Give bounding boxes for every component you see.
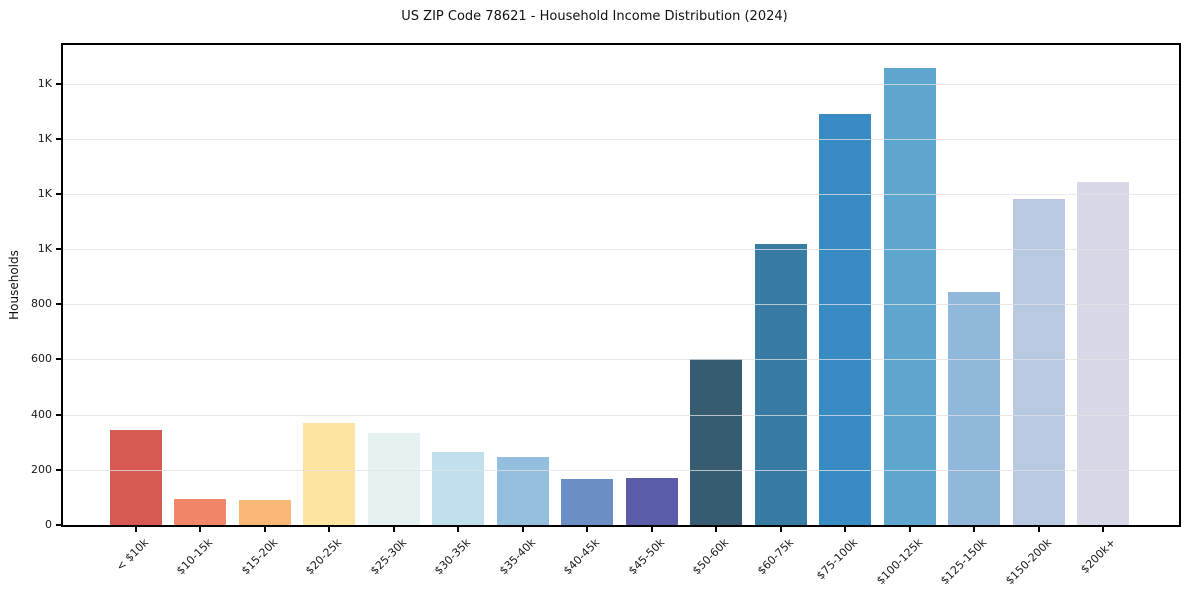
x-tick-label: $45-50k (625, 536, 668, 578)
y-tick-mark (56, 414, 61, 416)
x-tick-label: $30-35k (431, 536, 474, 578)
gridline-200 (63, 470, 1179, 471)
y-tick-mark (56, 303, 61, 305)
bar-0 (110, 430, 162, 525)
x-tick-mark (715, 527, 717, 532)
x-tick-label: < $10k (113, 536, 152, 574)
bar-6 (496, 457, 549, 525)
bar-5 (432, 452, 485, 525)
chart-title: US ZIP Code 78621 - Household Income Dis… (401, 9, 788, 24)
y-tick-mark (56, 248, 61, 250)
x-tick-label: $35-40k (496, 536, 539, 578)
y-tick-mark (56, 193, 61, 195)
x-tick-mark (909, 527, 911, 532)
bar-3 (303, 423, 356, 525)
x-tick-label: $40-45k (560, 536, 603, 578)
bar-7 (561, 479, 614, 525)
bar-11 (819, 114, 872, 525)
x-tick-mark (1038, 527, 1040, 532)
x-tick-label: $200k+ (1078, 536, 1119, 577)
bar-9 (690, 359, 743, 525)
y-tick-label: 1K (37, 77, 52, 90)
y-tick-label: 200 (31, 463, 52, 476)
x-tick-mark (844, 527, 846, 532)
x-tick-mark (522, 527, 524, 532)
gridline-1200 (63, 194, 1179, 195)
x-tick-mark (135, 527, 137, 532)
bar-8 (625, 478, 678, 525)
x-tick-mark (457, 527, 459, 532)
x-tick-mark (264, 527, 266, 532)
y-tick-mark (56, 358, 61, 360)
bar-15 (1077, 182, 1129, 525)
y-tick-label: 1K (37, 187, 52, 200)
x-tick-label: $50-60k (689, 536, 732, 578)
y-tick-mark (56, 138, 61, 140)
bar-13 (948, 292, 1001, 525)
x-tick-label: $125-150k (938, 536, 990, 588)
y-tick-label: 1K (37, 132, 52, 145)
bar-14 (1012, 199, 1065, 525)
y-tick-label: 600 (31, 352, 52, 365)
y-tick-label: 400 (31, 408, 52, 421)
x-tick-mark (199, 527, 201, 532)
gridline-400 (63, 415, 1179, 416)
x-tick-label: $100-125k (874, 536, 926, 588)
x-tick-label: $75-100k (813, 536, 861, 583)
x-tick-mark (393, 527, 395, 532)
x-tick-mark (586, 527, 588, 532)
x-tick-label: $150-200k (1003, 536, 1055, 588)
plot-area (61, 43, 1181, 527)
y-tick-label: 800 (31, 297, 52, 310)
y-tick-mark (56, 524, 61, 526)
x-tick-mark (651, 527, 653, 532)
x-tick-label: $10-15k (173, 536, 216, 578)
x-tick-mark (328, 527, 330, 532)
x-tick-label: $15-20k (238, 536, 281, 578)
x-tick-label: $25-30k (367, 536, 410, 578)
gridline-600 (63, 359, 1179, 360)
bar-12 (883, 68, 936, 525)
gridline-1000 (63, 249, 1179, 250)
y-tick-mark (56, 469, 61, 471)
x-tick-mark (973, 527, 975, 532)
x-tick-mark (780, 527, 782, 532)
gridline-1400 (63, 139, 1179, 140)
gridline-800 (63, 304, 1179, 305)
y-tick-label: 0 (45, 518, 52, 531)
bar-2 (238, 500, 291, 525)
x-tick-mark (1102, 527, 1104, 532)
y-tick-mark (56, 83, 61, 85)
bar-10 (754, 244, 807, 525)
x-tick-label: $60-75k (754, 536, 797, 578)
bar-4 (367, 433, 420, 525)
bar-1 (174, 499, 227, 525)
y-tick-label: 1K (37, 242, 52, 255)
gridline-1600 (63, 84, 1179, 85)
x-tick-label: $20-25k (302, 536, 345, 578)
